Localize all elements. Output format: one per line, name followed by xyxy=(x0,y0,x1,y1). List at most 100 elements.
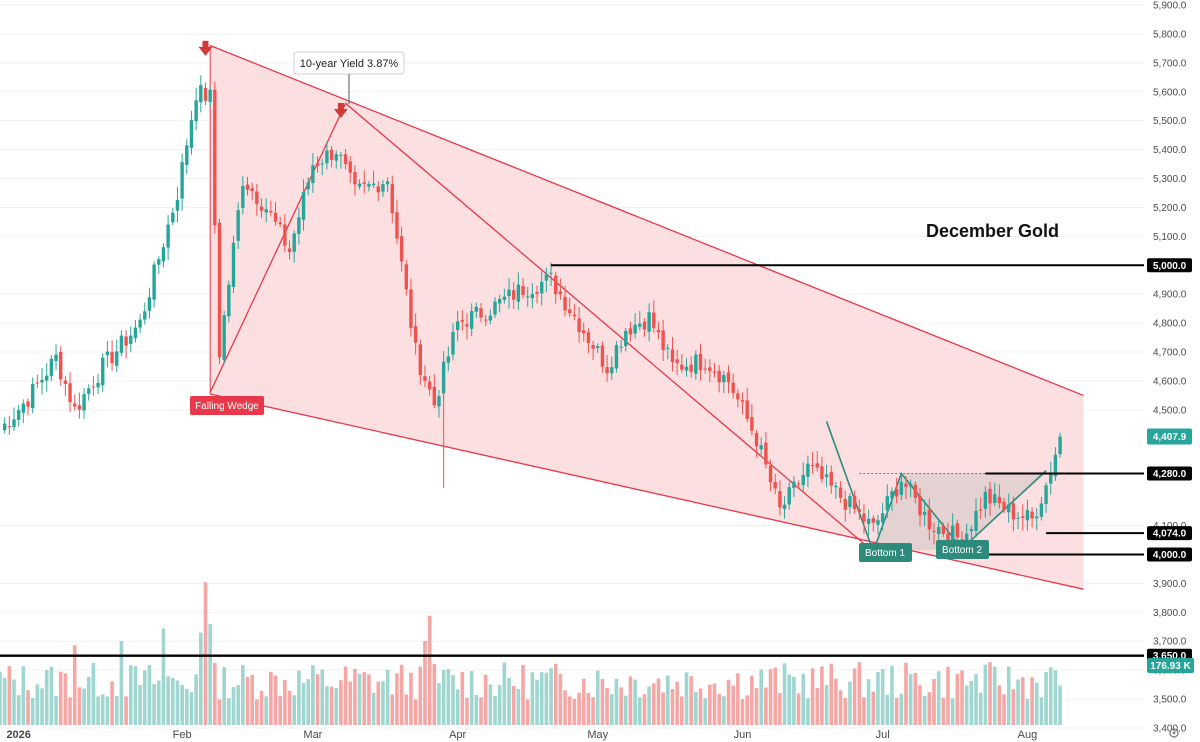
candle-body xyxy=(129,335,133,344)
x-tick-label: Feb xyxy=(173,729,192,741)
candle-body xyxy=(974,510,978,531)
candle-body xyxy=(843,498,847,510)
candle-body xyxy=(675,359,679,363)
volume-bar xyxy=(236,685,240,725)
candle-body xyxy=(834,485,838,488)
candle-body xyxy=(969,529,974,532)
volume-bar xyxy=(367,674,371,725)
volume-bar xyxy=(932,679,936,725)
volume-bar xyxy=(353,668,357,725)
volume-bar xyxy=(652,683,656,725)
candle-body xyxy=(698,353,703,370)
volume-bar xyxy=(661,692,665,725)
candle-body xyxy=(217,222,222,358)
candle-body xyxy=(717,370,721,383)
volume-bar xyxy=(119,641,124,725)
candle-body xyxy=(315,163,320,166)
volume-bar xyxy=(764,687,768,725)
volume-bar xyxy=(1034,682,1039,725)
volume-bar xyxy=(362,672,367,725)
volume-bar xyxy=(156,680,161,725)
volume-bar xyxy=(899,693,904,725)
candle-body xyxy=(857,509,861,512)
volume-bar xyxy=(245,676,250,725)
volume-bar xyxy=(647,686,651,725)
y-tick-label: 5,800.0 xyxy=(1153,29,1187,40)
volume-bar xyxy=(138,684,142,725)
candle-body xyxy=(194,100,198,122)
candle-body xyxy=(199,85,203,103)
volume-bar xyxy=(1058,685,1062,725)
candle-body xyxy=(656,329,661,333)
volume-bar xyxy=(142,670,147,725)
volume-bar xyxy=(208,624,212,725)
volume-bar xyxy=(992,666,997,725)
volume-bar xyxy=(708,684,712,725)
level-badge xyxy=(1147,547,1192,562)
candle-body xyxy=(801,474,805,486)
volume-bar xyxy=(922,695,927,725)
candle-body xyxy=(381,184,385,192)
volume-bar xyxy=(731,685,735,725)
volume-bar xyxy=(203,582,208,725)
candle-body xyxy=(269,210,273,213)
x-tick-label: May xyxy=(587,729,608,741)
axis-layer: 5,900.0 5,800.0 5,700.0 5,600.0 5,500.0 5,400… xyxy=(6,1,1194,741)
volume-bar xyxy=(441,670,446,725)
volume-bar xyxy=(969,680,974,725)
candle-body xyxy=(596,346,600,348)
volume-bar xyxy=(49,666,54,725)
candle-body xyxy=(437,396,441,407)
wedge-upper-line xyxy=(209,44,1084,397)
volume-bar xyxy=(474,694,479,725)
volume-bar xyxy=(1020,677,1025,725)
candle-body xyxy=(189,120,194,148)
candle-body xyxy=(647,312,651,332)
candle-body xyxy=(983,491,988,509)
volume-bar xyxy=(1053,670,1058,725)
volume-bar xyxy=(689,676,693,725)
candle-body xyxy=(16,410,21,420)
candle-body xyxy=(652,312,656,329)
candle-body xyxy=(213,89,217,226)
candle-body xyxy=(30,383,35,409)
volume-bar xyxy=(469,671,474,725)
y-tick-label: 4,800.0 xyxy=(1153,319,1187,330)
candle-body xyxy=(908,483,913,487)
candle-body xyxy=(666,347,670,350)
candle-body xyxy=(77,405,82,410)
volume-bar xyxy=(399,664,404,725)
volume-bar xyxy=(918,684,922,725)
candle-body xyxy=(175,199,180,211)
volume-bar xyxy=(768,668,773,725)
candle-body xyxy=(180,162,184,199)
volume-bar xyxy=(694,692,698,725)
candle-body xyxy=(460,319,465,322)
volume-bar xyxy=(567,696,572,725)
level-badge-label: 4,074.0 xyxy=(1153,529,1187,540)
volume-bar xyxy=(988,662,992,725)
volume-bar xyxy=(26,690,30,725)
candle-body xyxy=(1011,503,1016,520)
candle-body xyxy=(997,496,1002,504)
volume-bar xyxy=(460,671,465,725)
volume-bar xyxy=(848,681,852,725)
volume-bar xyxy=(549,668,553,725)
volume-bar xyxy=(904,662,908,725)
volume-bar xyxy=(876,672,880,725)
volume-bar xyxy=(16,695,21,725)
volume-bar xyxy=(1044,671,1048,725)
volume-bar xyxy=(297,670,301,725)
bottom2-label: Bottom 2 xyxy=(942,545,982,556)
candle-body xyxy=(357,183,362,187)
volume-bar xyxy=(539,672,544,725)
candle-body xyxy=(866,518,871,524)
volume-bar xyxy=(680,696,684,725)
volume-bar xyxy=(497,685,502,725)
candle-body xyxy=(45,375,49,381)
candle-body xyxy=(941,526,946,534)
volume-bar xyxy=(843,698,848,725)
settings-icon[interactable] xyxy=(1169,728,1179,738)
volume-bar xyxy=(82,688,86,725)
